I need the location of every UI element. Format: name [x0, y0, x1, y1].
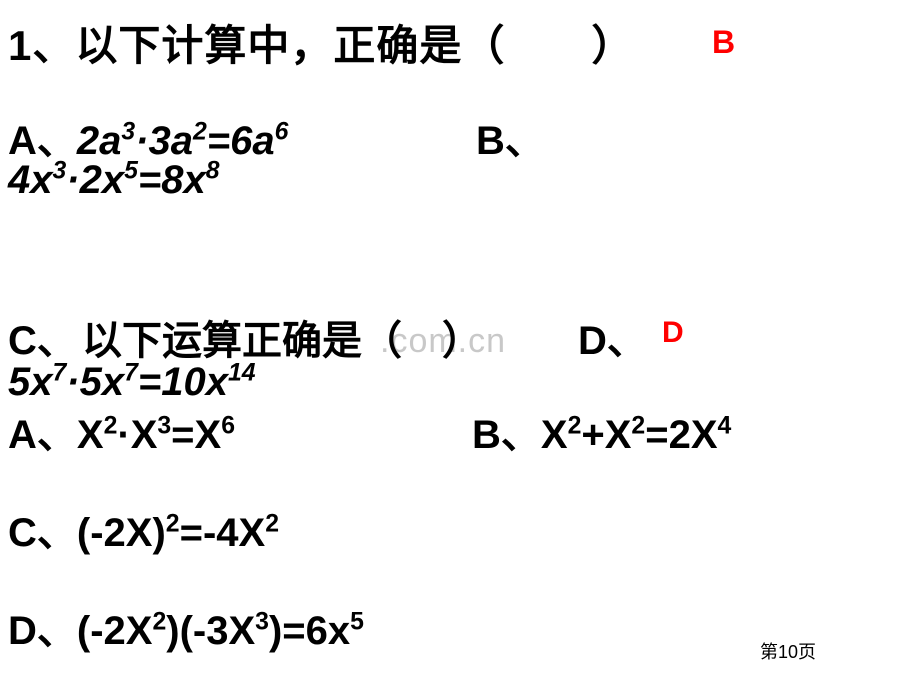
- q1-option-b-label: B、: [476, 108, 545, 166]
- q1-a-label: A、: [8, 119, 77, 163]
- q1-answer: B: [712, 24, 735, 61]
- q2-answer: D: [662, 316, 684, 350]
- page-number: 第10页: [760, 638, 816, 664]
- slide: .com.cn 1、以下计算中，正确是（ ） B A、2a3·3a2=6a6 B…: [0, 0, 920, 690]
- q2-option-c: C、(-2X)2=-4X2: [8, 500, 279, 558]
- q2-stem: 以下运算正确是（ ）: [82, 308, 482, 366]
- q2-option-d: D、(-2X2)(-3X3)=6x5: [8, 598, 364, 656]
- q1-a-expr: 2a3·3a2=6a6: [77, 119, 289, 163]
- q1-option-c-label: C、: [8, 308, 77, 366]
- q1-stem: 1、以下计算中，正确是（ ）: [8, 12, 634, 73]
- q1-option-b-expr: 4x3·2x5=8x8: [8, 158, 220, 203]
- q1-option-d-label: D、: [578, 308, 647, 366]
- q1-option-d-expr: 5x7·5x7=10x14: [8, 360, 256, 405]
- q2-option-b: B、X2+X2=2X4: [472, 402, 731, 460]
- q2-stem-text: 以下运算正确是（ ）: [82, 319, 482, 363]
- q2-option-a: A、X2·X3=X6: [8, 402, 235, 460]
